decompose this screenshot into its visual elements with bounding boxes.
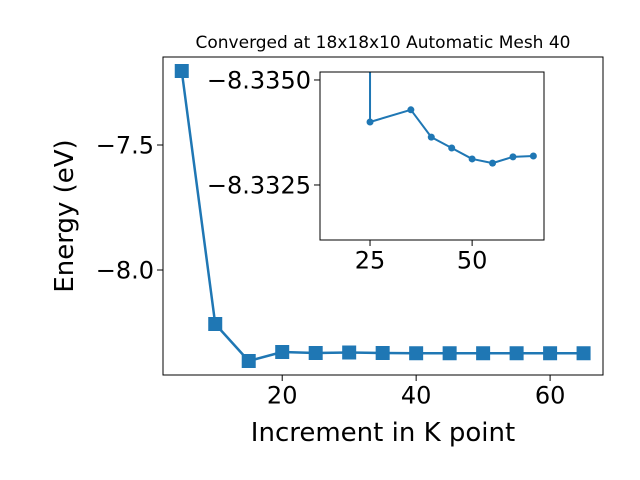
- plot-area: [174, 64, 591, 368]
- marker: [308, 346, 323, 360]
- plot-area: [366, 72, 537, 167]
- marker: [543, 346, 558, 361]
- marker: [427, 133, 435, 141]
- axes-frame: [162, 56, 604, 376]
- chart-title: Converged at 18x18x10 Automatic Mesh 40: [196, 33, 571, 53]
- marker: [489, 159, 497, 167]
- axes-frame: [319, 71, 545, 241]
- marker: [342, 345, 357, 360]
- marker: [409, 346, 424, 361]
- y-tick-label: −8.3325: [207, 171, 311, 199]
- marker: [366, 118, 374, 126]
- y-axis-label: Energy (eV): [50, 139, 80, 292]
- x-axis-label: Increment in K point: [251, 418, 515, 448]
- x-tick-label: 50: [457, 246, 488, 274]
- x-tick-label: 40: [401, 381, 432, 409]
- marker: [468, 155, 476, 163]
- x-tick-label: 60: [535, 381, 566, 409]
- marker: [509, 153, 517, 161]
- marker: [442, 346, 457, 361]
- marker: [509, 346, 524, 361]
- marker: [529, 152, 537, 160]
- marker: [208, 317, 223, 331]
- y-tick-label: −8.3350: [207, 66, 311, 94]
- inset-background: [320, 72, 544, 240]
- y-tick-label: −7.5: [96, 131, 154, 159]
- y-tick-label: −8.0: [96, 256, 154, 284]
- marker: [174, 64, 189, 78]
- marker: [576, 346, 591, 361]
- marker: [448, 144, 456, 152]
- marker: [476, 346, 491, 361]
- x-tick-label: 20: [267, 381, 298, 409]
- marker: [275, 345, 290, 359]
- x-tick-label: 25: [355, 246, 386, 274]
- marker: [375, 346, 390, 360]
- marker: [407, 106, 415, 114]
- marker: [241, 354, 256, 368]
